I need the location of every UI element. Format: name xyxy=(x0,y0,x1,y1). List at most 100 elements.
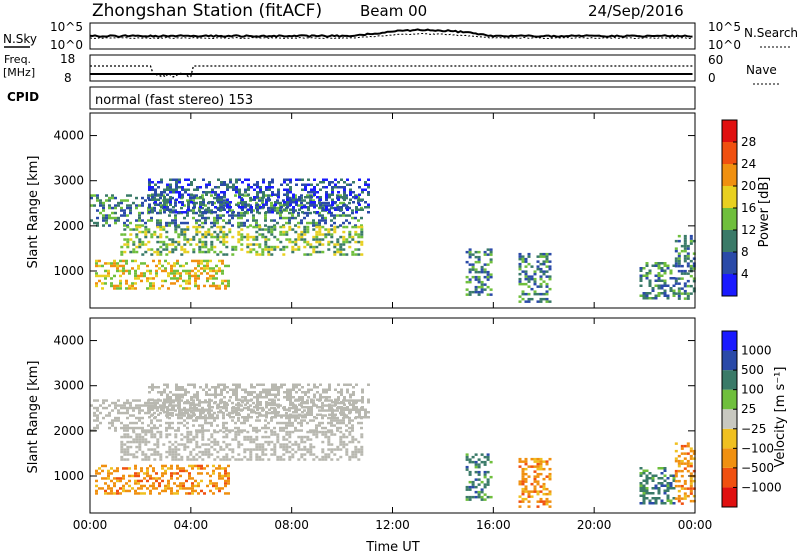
vel-echo-cell xyxy=(201,430,205,434)
vel-echo-cell xyxy=(189,458,193,461)
vel-echo-cell xyxy=(182,469,185,473)
power-echo-cell xyxy=(348,230,352,234)
power-echo-cell xyxy=(669,289,673,292)
power-echo-cell xyxy=(211,201,214,204)
vel-echo-cell xyxy=(282,429,285,432)
power-echo-cell xyxy=(105,216,108,220)
power-echo-cell xyxy=(683,269,687,273)
nsky-line xyxy=(89,28,693,38)
power-echo-cell xyxy=(474,288,478,291)
vel-echo-cell xyxy=(214,386,217,389)
vel-echo-cell xyxy=(256,401,259,404)
power-echo-cell xyxy=(354,230,358,234)
vel-echo-cell xyxy=(346,408,349,411)
power-echo-cell xyxy=(474,260,478,264)
vel-echo-cell xyxy=(677,479,681,483)
vel-echo-cell xyxy=(270,448,274,451)
vel-echo-cell xyxy=(170,474,173,478)
power-echo-cell xyxy=(309,194,312,197)
vel-echo-cell xyxy=(159,404,162,407)
power-echo-cell xyxy=(545,300,549,303)
vel-echo-cell xyxy=(336,421,339,425)
vel-echo-cell xyxy=(222,455,226,459)
vel-echo-cell xyxy=(533,470,537,473)
power-echo-cell xyxy=(231,248,235,251)
vel-echo-cell xyxy=(327,416,330,420)
power-echo-cell xyxy=(683,242,687,245)
vel-echo-cell xyxy=(190,398,193,401)
power-echo-cell xyxy=(360,225,364,229)
vel-echo-cell xyxy=(316,406,319,409)
vel-echo-cell xyxy=(306,448,310,451)
vel-echo-cell xyxy=(639,487,643,490)
vel-echo-cell xyxy=(203,492,206,495)
power-echo-cell xyxy=(238,206,241,209)
vel-echo-cell xyxy=(222,416,225,420)
vel-echo-cell xyxy=(228,443,232,446)
vel-echo-cell xyxy=(93,419,96,422)
vel-echo-cell xyxy=(174,404,177,407)
power-echo-cell xyxy=(120,250,124,254)
vel-echo-cell xyxy=(327,453,331,456)
power-echo-cell xyxy=(186,199,189,202)
vel-echo-cell xyxy=(286,416,289,419)
vel-echo-cell xyxy=(210,433,214,436)
power-echo-cell xyxy=(95,282,98,285)
y-tick-label: 3000 xyxy=(53,379,84,393)
vel-echo-cell xyxy=(218,487,221,490)
vel-echo-cell xyxy=(310,413,313,416)
vel-echo-cell xyxy=(666,477,670,480)
power-echo-cell xyxy=(307,178,310,181)
power-echo-cell xyxy=(689,292,693,295)
power-echo-cell xyxy=(301,211,304,214)
power-echo-cell xyxy=(141,240,145,244)
vel-echo-cell xyxy=(683,467,687,470)
vel-echo-cell xyxy=(220,406,223,409)
power-echo-cell xyxy=(474,255,478,259)
vel-echo-cell xyxy=(319,383,322,386)
vel-echo-cell xyxy=(468,460,472,464)
vel-echo-cell xyxy=(346,416,349,419)
vel-echo-cell xyxy=(126,424,129,427)
power-echo-cell xyxy=(174,201,177,205)
power-echo-cell xyxy=(144,225,148,229)
power-echo-cell xyxy=(207,248,211,251)
vel-echo-cell xyxy=(191,484,194,488)
vel-echo-cell xyxy=(192,438,196,441)
vel-echo-cell xyxy=(149,492,152,495)
vel-echo-cell xyxy=(474,478,478,481)
power-echo-cell xyxy=(489,258,493,261)
power-echo-cell xyxy=(96,216,99,220)
power-echo-cell xyxy=(185,269,188,273)
vel-echo-cell xyxy=(313,403,316,406)
vel-echo-cell xyxy=(126,429,129,432)
vel-echo-cell xyxy=(330,450,334,454)
colorbar-tick-label: 28 xyxy=(741,135,756,149)
vel-echo-cell xyxy=(117,411,120,415)
power-echo-cell xyxy=(345,225,349,229)
vel-echo-cell xyxy=(328,388,331,391)
vel-echo-cell xyxy=(663,489,667,492)
power-echo-cell xyxy=(639,294,643,297)
power-echo-cell xyxy=(168,238,172,241)
vel-echo-cell xyxy=(213,411,216,415)
power-echo-cell xyxy=(192,194,195,197)
vel-echo-cell xyxy=(276,433,280,436)
power-echo-cell xyxy=(149,284,152,288)
power-echo-cell xyxy=(216,206,219,210)
vel-echo-cell xyxy=(465,455,469,459)
power-echo-cell xyxy=(536,267,540,271)
power-echo-cell xyxy=(120,199,123,202)
power-echo-cell xyxy=(683,239,687,243)
power-echo-cell xyxy=(259,206,262,209)
vel-echo-cell xyxy=(545,460,549,463)
power-echo-cell xyxy=(163,211,166,214)
vel-echo-cell xyxy=(113,469,116,473)
power-echo-cell xyxy=(201,245,205,249)
vel-echo-cell xyxy=(285,411,288,415)
vel-echo-cell xyxy=(179,484,182,488)
power-echo-cell xyxy=(468,250,472,254)
vel-echo-cell xyxy=(315,433,319,436)
vel-echo-cell xyxy=(680,444,684,448)
power-echo-cell xyxy=(135,196,138,200)
